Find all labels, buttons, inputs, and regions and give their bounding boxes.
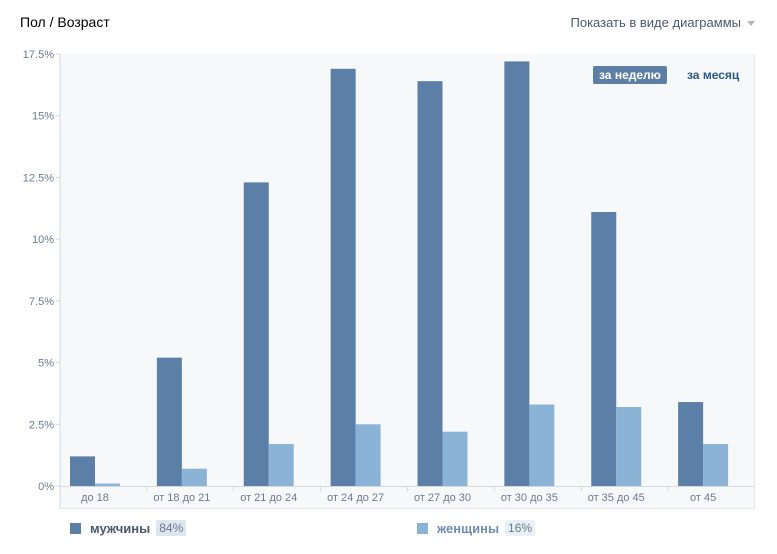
y-tick-label: 10%: [32, 234, 54, 246]
view-as-diagram-toggle[interactable]: Показать в виде диаграммы: [570, 15, 755, 30]
bar-women: [442, 431, 468, 486]
y-tick-label: 2.5%: [29, 419, 54, 431]
y-tick-label: 12.5%: [23, 172, 54, 184]
bar-women: [355, 424, 381, 486]
legend-swatch-women: [417, 522, 428, 534]
view-toggle-label: Показать в виде диаграммы: [570, 15, 742, 30]
x-tick-label: от 35 до 45: [588, 492, 645, 504]
bar-men: [70, 456, 95, 486]
legend-item-women[interactable]: женщины 16%: [417, 520, 536, 536]
bar-women: [181, 468, 207, 486]
legend-item-men[interactable]: мужчины 84%: [70, 520, 187, 536]
chart-title: Пол / Возраст: [20, 14, 110, 30]
bar-men: [678, 402, 704, 486]
x-tick-label: до 18: [81, 492, 109, 504]
bar-women: [616, 407, 642, 486]
y-tick-label: 15%: [32, 111, 54, 123]
bar-men: [504, 61, 530, 487]
bar-chart: 0% 2.5% 5% 7.5% 10% 12.5% 15% 17.5% до 18 от 18 д…: [23, 49, 755, 509]
legend-label-men: мужчины: [90, 520, 151, 536]
bar-men: [243, 182, 269, 486]
legend-percent-women: 16%: [505, 520, 536, 536]
x-tick-label: от 45: [690, 492, 716, 504]
x-tick-label: от 18 до 21: [153, 492, 210, 504]
x-tick-label: от 24 до 27: [327, 492, 384, 504]
chevron-down-icon: [747, 21, 755, 27]
bar-women: [529, 404, 555, 486]
bar-women: [703, 444, 729, 486]
bar-women: [268, 444, 294, 486]
x-tick-label: от 27 до 30: [414, 492, 471, 504]
legend-percent-men: 84%: [156, 520, 187, 536]
bar-men: [156, 357, 182, 486]
x-tick-label: от 21 до 24: [240, 492, 297, 504]
x-tick-label: от 30 до 35: [501, 492, 558, 504]
bar-men: [417, 81, 443, 486]
legend-label-women: женщины: [437, 520, 500, 536]
bar-men: [330, 68, 356, 486]
y-tick-label: 5%: [38, 358, 54, 370]
y-tick-label: 0%: [38, 481, 54, 493]
bar-women: [95, 483, 120, 486]
bar-men: [591, 211, 617, 486]
y-tick-label: 7.5%: [29, 296, 54, 308]
period-month-button[interactable]: за месяц: [687, 68, 740, 82]
period-week-button[interactable]: за неделю: [593, 66, 667, 84]
y-tick-label: 17.5%: [23, 49, 54, 61]
legend-swatch-men: [70, 522, 81, 534]
